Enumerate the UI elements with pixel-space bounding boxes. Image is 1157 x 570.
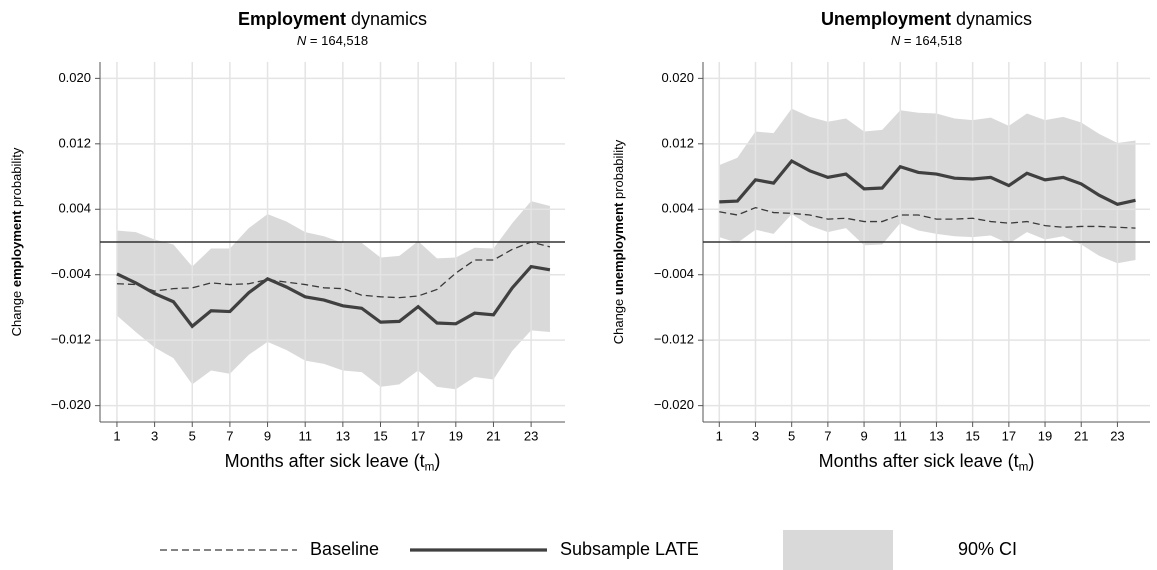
x-tick-label: 1: [716, 428, 723, 443]
x-axis-label-part: Months after sick leave (t: [819, 451, 1019, 471]
x-axis-label-part: m: [1019, 460, 1029, 473]
y-axis-label: Change unemployment probability: [611, 139, 626, 344]
y-tick-label: 0.012: [661, 135, 694, 150]
late-line: [719, 158, 1136, 207]
x-tick-label: 15: [965, 428, 979, 443]
baseline-line: [116, 241, 551, 299]
x-tick-label: 19: [449, 428, 463, 443]
chart-subtitle: N = 164,518: [297, 33, 368, 48]
x-tick-label: 23: [1110, 428, 1124, 443]
y-tick-label: 0.004: [661, 201, 694, 216]
x-axis-label-part: Months after sick leave (t: [225, 451, 425, 471]
y-tick-label: −0.004: [654, 266, 694, 281]
y-tick-label: −0.012: [51, 332, 91, 347]
x-tick-label: 5: [189, 428, 196, 443]
x-tick-label: 7: [226, 428, 233, 443]
y-tick-label: −0.004: [51, 266, 91, 281]
x-tick-label: 11: [298, 428, 312, 443]
x-tick-label: 9: [264, 428, 271, 443]
y-tick-label: 0.020: [58, 70, 91, 85]
x-tick-label: 15: [373, 428, 387, 443]
late-line: [116, 264, 551, 329]
x-axis-label: Months after sick leave (tm): [819, 451, 1035, 474]
legend-label: Baseline: [310, 539, 379, 559]
chart-subtitle: N = 164,518: [891, 33, 962, 48]
y-axis-label-part: unemployment: [611, 202, 626, 295]
x-tick-label: 1: [113, 428, 120, 443]
legend: Baseline Subsample LATE 90% CI: [160, 530, 1017, 570]
x-tick-label: 17: [1002, 428, 1016, 443]
y-tick-label: 0.004: [58, 201, 91, 216]
x-tick-label: 5: [788, 428, 795, 443]
chart-title-part: dynamics: [351, 9, 427, 29]
y-axis-label-part: Change: [9, 291, 24, 337]
y-axis-label-part: probability: [9, 147, 24, 207]
x-tick-label: 21: [486, 428, 500, 443]
x-tick-label: 19: [1038, 428, 1052, 443]
y-tick-label: −0.020: [51, 397, 91, 412]
chart-title-part: Unemployment: [821, 9, 951, 29]
baseline-line: [719, 206, 1136, 229]
y-axis-label-part: employment: [9, 210, 24, 287]
y-tick-label: 0.012: [58, 135, 91, 150]
legend-label: Subsample LATE: [560, 539, 699, 559]
x-tick-label: 23: [524, 428, 538, 443]
chart-title-part: Employment: [238, 9, 346, 29]
y-tick-label: 0.020: [661, 70, 694, 85]
x-tick-label: 11: [894, 428, 908, 443]
ci-band: [116, 201, 550, 390]
x-tick-label: 3: [151, 428, 158, 443]
x-axis-label: Months after sick leave (tm): [225, 451, 441, 474]
y-axis-label-part: Change: [611, 299, 626, 345]
x-tick-label: 17: [411, 428, 425, 443]
x-tick-label: 13: [929, 428, 943, 443]
x-tick-label: 3: [752, 428, 759, 443]
chart-subtitle-part: = 164,518: [310, 33, 368, 48]
y-axis-label: Change employment probability: [9, 147, 24, 336]
ci-band: [719, 108, 1136, 264]
x-axis-label-part: m: [425, 460, 435, 473]
chart-subtitle-part: N: [297, 33, 307, 48]
chart-subtitle-part: = 164,518: [904, 33, 962, 48]
x-tick-label: 13: [336, 428, 350, 443]
chart-title: Employment dynamics: [238, 9, 427, 29]
y-tick-label: −0.012: [654, 332, 694, 347]
legend-swatch: [783, 530, 893, 570]
y-tick-label: −0.020: [654, 397, 694, 412]
x-axis-label-part: ): [434, 451, 440, 471]
chart-title-part: dynamics: [956, 9, 1032, 29]
chart-title: Unemployment dynamics: [821, 9, 1032, 29]
x-tick-label: 9: [860, 428, 867, 443]
x-tick-label: 7: [824, 428, 831, 443]
y-axis-label-part: probability: [611, 139, 626, 199]
x-axis-label-part: ): [1028, 451, 1034, 471]
chart-subtitle-part: N: [891, 33, 901, 48]
x-tick-label: 21: [1074, 428, 1088, 443]
legend-label: 90% CI: [958, 539, 1017, 559]
